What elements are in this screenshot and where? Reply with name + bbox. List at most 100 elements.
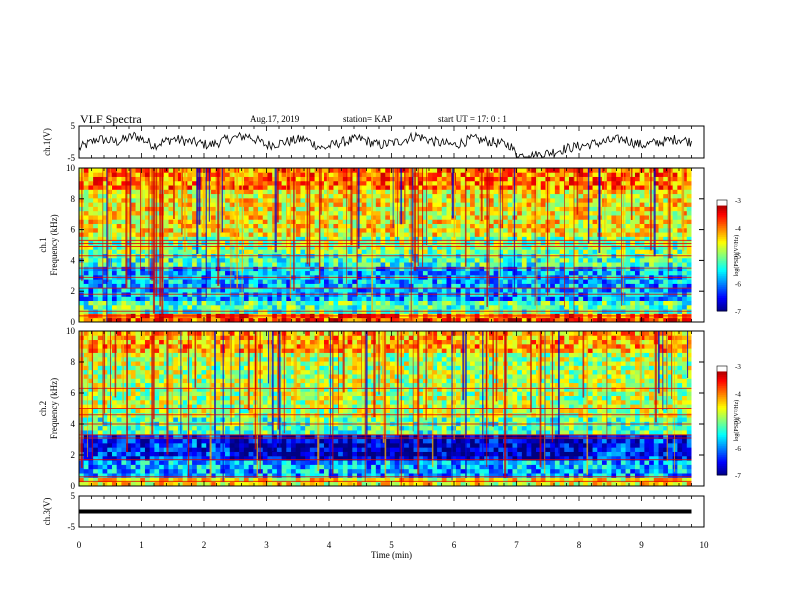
spec-ch1-cell (470, 197, 476, 203)
spec-ch1-cell (536, 185, 542, 190)
spec-ch1-cell (201, 266, 207, 272)
spec-ch1-cell (644, 245, 650, 250)
spec-ch1-cell (677, 180, 683, 186)
spec-ch1-cell (465, 236, 471, 242)
spec-ch1-cell (578, 197, 584, 203)
spec-ch1-cell (111, 300, 118, 306)
spec-ch1-cell (380, 249, 386, 254)
spec-ch1-cell (144, 300, 151, 306)
spec-ch1-cell (559, 215, 565, 220)
spec-ch1-cell (79, 296, 85, 302)
spec-ch1-cell (375, 317, 381, 323)
spec-ch1-cell (258, 270, 264, 276)
spec-ch1-cell (220, 270, 226, 276)
spec-ch1-cell (625, 245, 631, 250)
spec-ch1-cell (639, 172, 645, 177)
spec-ch1-cell (328, 206, 334, 212)
spec-ch1-cell (196, 249, 202, 254)
spec-ch1-cell (592, 206, 598, 212)
spec-ch1-cell (267, 304, 273, 310)
spec-ch1-cell (460, 210, 466, 216)
spec-ch1-cell (663, 270, 669, 276)
spec-ch1-cell (300, 279, 306, 284)
spec-ch1-cell (578, 300, 584, 306)
spec-ch1-cell (144, 249, 151, 254)
spec-ch1-cell (385, 249, 391, 254)
spec-ch1-cell (658, 300, 664, 306)
spec-ch1-cell (79, 287, 85, 293)
spec-ch1-cell (375, 304, 381, 310)
spec-ch1-cell (418, 249, 424, 254)
spec-ch1-cell (672, 202, 678, 207)
spec-ch1-cell (276, 283, 282, 289)
spec-ch1-cell (342, 168, 348, 173)
spec-ch1-cell (663, 180, 669, 186)
spec-ch1-cell (441, 317, 447, 323)
spec-ch1-cell (356, 300, 363, 306)
spec-ch1-cell (554, 266, 560, 272)
spec-ch1-cell (168, 180, 174, 186)
spec-ch1-cell (427, 262, 433, 267)
spec-ch1-cell (658, 193, 664, 199)
spec-ch1-cell (83, 172, 89, 177)
spec-ch1-cell (375, 270, 381, 276)
spec-ch1-cell (526, 215, 532, 220)
spec-ch1-cell (507, 317, 513, 323)
spec-ch1-cell (380, 232, 386, 237)
spec-ch1-cell (611, 215, 617, 220)
spec-ch1-cell (83, 270, 89, 276)
spec-ch1-cell (498, 206, 504, 212)
spec-ch1-cell (262, 317, 268, 323)
spec-ch1-cell (616, 206, 622, 212)
spec-ch1-cell (663, 317, 669, 323)
spec-ch1-cell (319, 210, 325, 216)
spec-ch1-cell (606, 296, 612, 302)
spec-ch1-cell (460, 300, 466, 306)
spec-ch1-cell (422, 210, 429, 216)
spec-ch1-cell (286, 266, 292, 272)
spec-ch1-cell (644, 185, 650, 190)
spec-ch1-cell (135, 317, 141, 323)
spec-ch1-cell (639, 236, 645, 242)
spec-ch1-cell (262, 266, 268, 272)
spec-ch1-cell (611, 206, 617, 212)
spec-ch1-cell (93, 304, 99, 310)
spec-ch1-cell (460, 257, 466, 263)
spec-ch1-cell (314, 317, 320, 323)
spec-ch1-cell (569, 270, 575, 276)
spec-ch1-cell (569, 197, 575, 203)
spec-ch1-cell (677, 304, 683, 310)
spec-ch1-cell (630, 317, 636, 323)
spec-ch1-cell (653, 189, 659, 195)
spec-ch1-cell (479, 296, 485, 302)
spec-ch1-cell (79, 283, 85, 289)
spec-ch1-cell (625, 287, 631, 293)
spec-ch1-cell (564, 296, 570, 302)
spec-ch1-cell (422, 185, 429, 190)
spec-ch1-cell (644, 180, 650, 186)
spec-ch1-cell (253, 304, 259, 310)
spec-ch1-cell (559, 197, 565, 203)
spec-ch1-cell (267, 172, 273, 177)
spec-ch1-cell (460, 245, 466, 250)
spec-ch1-cell (229, 176, 235, 182)
spec-ch1-cell (559, 206, 565, 212)
spec-ch1-cell (196, 227, 202, 233)
spec-ch1-cell (413, 304, 419, 310)
spec-ch1-cell (371, 189, 377, 195)
spec-ch1-cell (455, 189, 462, 195)
spec-ch1-cell (517, 185, 523, 190)
spec-ch1-cell (474, 279, 480, 284)
spec-ch1-cell (493, 300, 499, 306)
spec-ch1-cell (531, 249, 537, 254)
spec-ch1-cell (446, 317, 452, 323)
spec-ch1-cell (97, 232, 103, 237)
spec-ch1-cell (507, 249, 513, 254)
spec-ch1-cell (102, 206, 108, 212)
spec-ch1-cell (470, 227, 476, 233)
spec-ch1-cell (314, 210, 320, 216)
spec-ch1-cell (258, 215, 264, 220)
spec-ch1-cell (366, 232, 372, 237)
spec-ch1-cell (79, 304, 85, 310)
spec-ch1-cell (479, 245, 485, 250)
